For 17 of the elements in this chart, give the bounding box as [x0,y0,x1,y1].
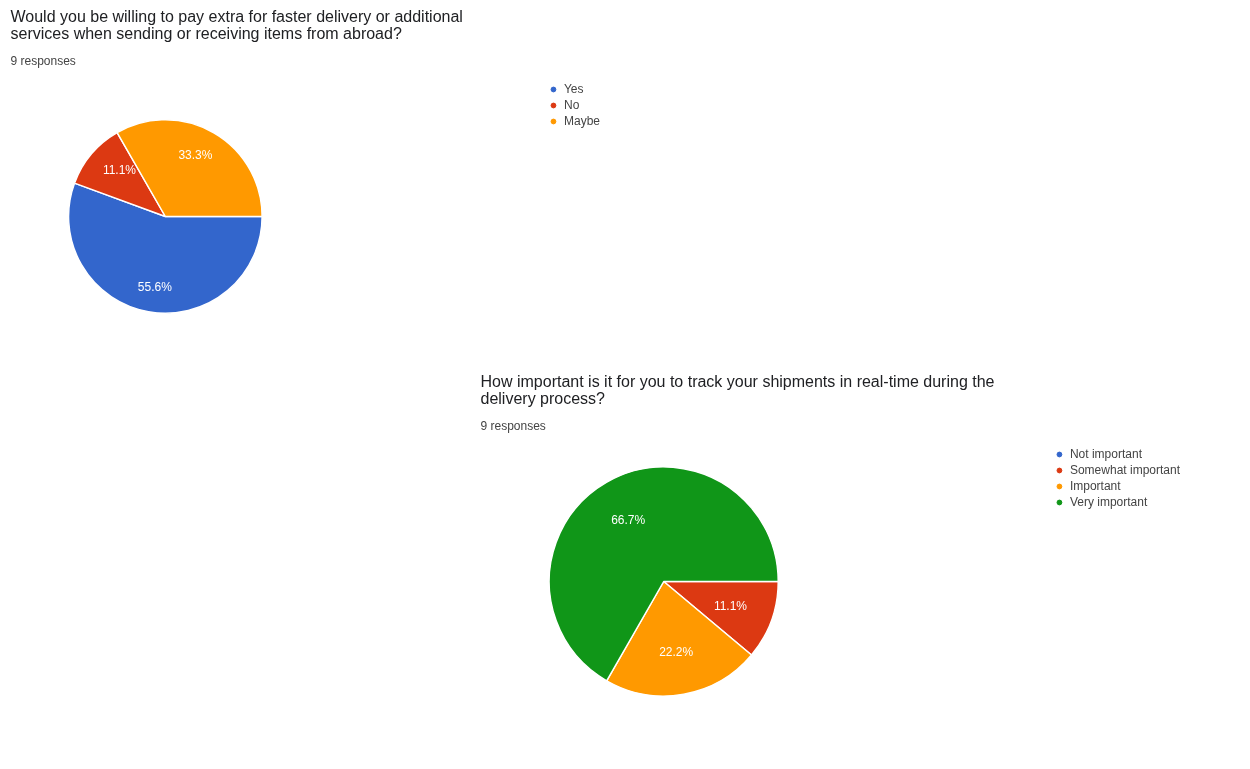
legend-label: Maybe [563,114,600,128]
legend-label: No [563,98,581,112]
chart-subtitle: 9 responses [480,418,546,433]
chart-title: Would you be willing to pay extra for faster delivery or additional services when sending or receiving items from abroad? [10,7,463,42]
chart-subtitle: 9 responses [10,53,76,68]
data-label: 33.3% [178,147,213,162]
legend-label: Yes [563,82,584,96]
legend-label: Important [1069,479,1121,493]
legend-label: Very important [1069,495,1148,509]
data-label: 11.1% [102,163,137,178]
data-label: 11.1% [713,598,748,613]
chart-title: How important is it for you to track your shipments in real-time during the delivery process? [480,372,995,407]
legend-label: Somewhat important [1069,463,1180,477]
data-label: 22.2% [659,644,694,659]
data-label: 66.7% [611,512,646,527]
legend-label: Not important [1069,447,1142,461]
data-label: 55.6% [137,279,173,294]
